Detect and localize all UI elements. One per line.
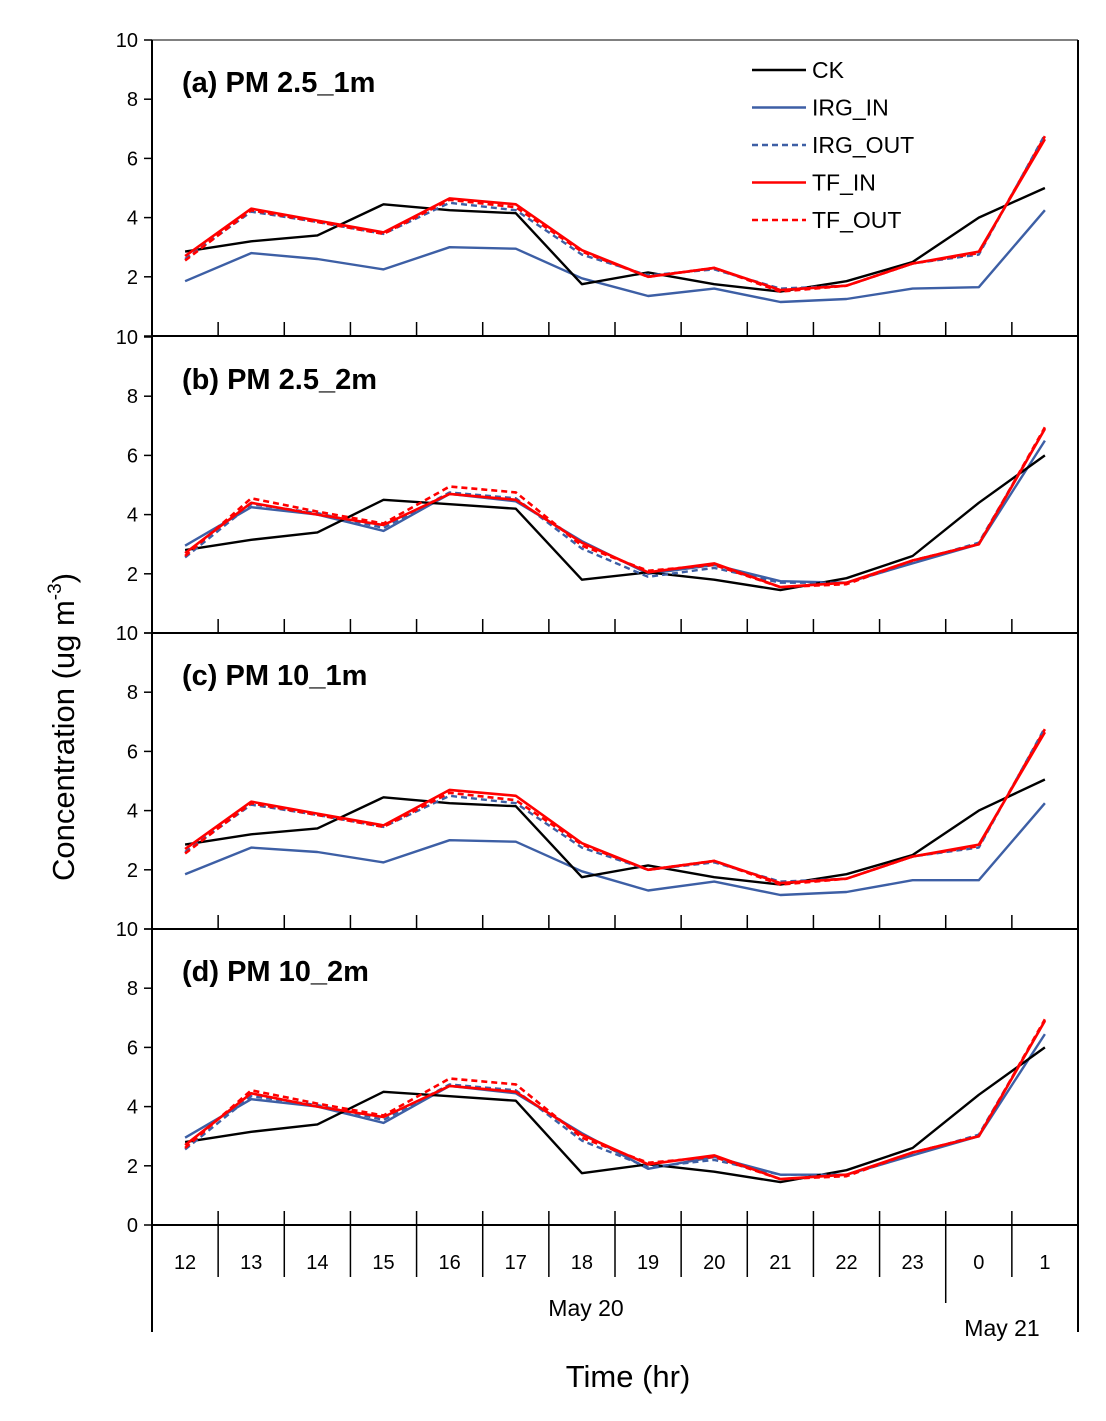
legend-label: TF_OUT: [812, 207, 901, 233]
series-line-ck: [184, 1046, 1046, 1184]
y-tick-label: 2: [127, 860, 138, 882]
legend-item: TF_OUT: [752, 207, 901, 233]
x-tick-label: 19: [637, 1252, 659, 1274]
y-tick-label: 2: [127, 267, 138, 289]
series-line-tf-in: [184, 1020, 1047, 1181]
legend-label: IRG_IN: [812, 95, 889, 121]
legend-item: IRG_IN: [752, 95, 889, 121]
y-tick-label: 4: [127, 801, 138, 823]
x-tick-label: 21: [769, 1252, 791, 1274]
y-tick-label: 4: [127, 505, 138, 527]
x-tick-label: 12: [174, 1252, 196, 1274]
x-axis-label: Time (hr): [566, 1359, 691, 1394]
y-tick-label: 8: [127, 386, 138, 408]
panel-1: 2 4 6 8 10 (a) PM 2.5_1m: [116, 30, 1047, 337]
y-tick-label: 0: [127, 1215, 138, 1237]
date-label: May 21: [964, 1315, 1039, 1341]
x-axis: 12 13 14 15 16 17 18 19 20 21 22 23 0 1 May 20 May 21: [174, 1225, 1050, 1341]
y-tick-label: 2: [127, 564, 138, 586]
series-line-tf-out: [184, 135, 1047, 293]
series-line-tf-in: [184, 138, 1047, 292]
y-axis-label-superscript: -3: [45, 583, 66, 600]
panel-title: (a) PM 2.5_1m: [182, 67, 375, 99]
series-line-tf-out: [184, 728, 1047, 886]
panel-title: (c) PM 10_1m: [182, 660, 367, 692]
y-tick-label: 8: [127, 978, 138, 1000]
x-tick-label: 23: [902, 1252, 924, 1274]
series-line-ck: [184, 454, 1046, 592]
y-tick-label: 10: [116, 327, 138, 349]
x-tick-label: 22: [835, 1252, 857, 1274]
x-tick-label: 0: [973, 1252, 984, 1274]
series-line-irg-in: [184, 1033, 1046, 1176]
x-tick-label: 15: [372, 1252, 394, 1274]
x-tick-label: 18: [571, 1252, 593, 1274]
x-tick-label: 1: [1039, 1252, 1050, 1274]
series-line-irg-in: [184, 209, 1046, 304]
panel-title: (d) PM 10_2m: [182, 956, 369, 988]
y-tick-label: 2: [127, 1156, 138, 1178]
y-tick-label: 10: [116, 30, 138, 52]
legend-item: CK: [752, 57, 845, 83]
x-tick-label: 14: [306, 1252, 328, 1274]
series-line-ck: [184, 778, 1046, 886]
y-tick-label: 10: [116, 919, 138, 941]
series-line-ck: [184, 186, 1046, 293]
y-tick-label: 4: [127, 1097, 138, 1119]
y-tick-label: 8: [127, 682, 138, 704]
panel-2: 2 4 6 8 10 (b) PM 2.5_2m: [116, 327, 1047, 634]
y-tick-label: 8: [127, 89, 138, 111]
x-tick-label: 20: [703, 1252, 725, 1274]
panel-title: (b) PM 2.5_2m: [182, 364, 377, 396]
y-tick-label: 10: [116, 623, 138, 645]
legend-label: CK: [812, 57, 845, 83]
date-label: May 20: [548, 1295, 623, 1321]
series-line-tf-in: [184, 731, 1047, 885]
y-tick-label: 6: [127, 148, 138, 170]
x-tick-label: 13: [240, 1252, 262, 1274]
x-tick-label: 16: [439, 1252, 461, 1274]
y-tick-label: 6: [127, 741, 138, 763]
y-axis-label: Concentration (ug m-3): [45, 573, 81, 881]
series-line-irg-in: [184, 802, 1046, 897]
y-tick-label: 6: [127, 1037, 138, 1059]
legend-item: IRG_OUT: [752, 132, 914, 158]
panel-3: 2 4 6 8 10 (c) PM 10_1m: [116, 623, 1047, 930]
legend-label: IRG_OUT: [812, 132, 914, 158]
x-tick-label: 17: [505, 1252, 527, 1274]
series-line-tf-in: [184, 428, 1047, 589]
y-tick-label: 4: [127, 208, 138, 230]
legend-label: TF_IN: [812, 170, 876, 196]
y-tick-label: 6: [127, 445, 138, 467]
chart-panels: 2 4 6 8 10 (a) PM 2.5_1m 2 4 6 8 10 (b) PM 2.5_2m 2 4…: [116, 30, 1047, 1237]
panel-4: 0 2 4 6 8 10 (d) PM 10_2m: [116, 919, 1047, 1237]
legend: CK IRG_IN IRG_OUT TF_IN TF_OUT: [752, 57, 914, 233]
y-axis-label-close: ): [46, 573, 81, 583]
legend-item: TF_IN: [752, 170, 876, 196]
